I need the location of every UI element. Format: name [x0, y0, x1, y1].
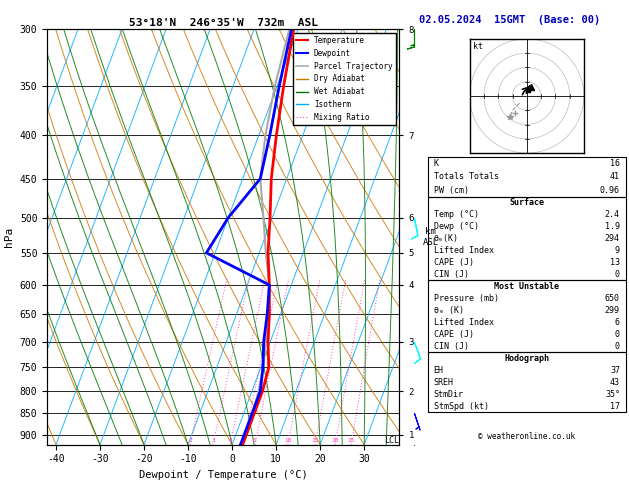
Bar: [428, 352, 626, 413]
Text: 294: 294: [605, 234, 620, 243]
Text: Temp (°C): Temp (°C): [433, 210, 479, 219]
Text: kt: kt: [473, 42, 483, 52]
X-axis label: Dewpoint / Temperature (°C): Dewpoint / Temperature (°C): [139, 470, 308, 480]
Text: LCL: LCL: [384, 435, 399, 445]
Text: 5: 5: [242, 438, 245, 443]
Text: 13: 13: [610, 258, 620, 267]
Text: 0.96: 0.96: [600, 186, 620, 194]
Bar: [428, 197, 626, 280]
Text: Dewp (°C): Dewp (°C): [433, 222, 479, 231]
Text: 17: 17: [610, 402, 620, 411]
Text: Surface: Surface: [509, 198, 544, 207]
Text: 0: 0: [615, 342, 620, 350]
Text: 25: 25: [347, 438, 355, 443]
Title: 53°18'N  246°35'W  732m  ASL: 53°18'N 246°35'W 732m ASL: [129, 18, 318, 28]
Text: SREH: SREH: [433, 378, 454, 387]
Text: 6: 6: [615, 318, 620, 327]
Text: CIN (J): CIN (J): [433, 342, 469, 350]
Text: 35°: 35°: [605, 390, 620, 399]
Text: 4: 4: [228, 438, 232, 443]
Text: 0: 0: [615, 330, 620, 339]
Text: StmSpd (kt): StmSpd (kt): [433, 402, 489, 411]
Text: EH: EH: [433, 365, 443, 375]
Text: 3: 3: [211, 438, 215, 443]
Text: Lifted Index: Lifted Index: [433, 318, 494, 327]
Text: 2: 2: [188, 438, 192, 443]
Text: 1.9: 1.9: [605, 222, 620, 231]
Legend: Temperature, Dewpoint, Parcel Trajectory, Dry Adiabat, Wet Adiabat, Isotherm, Mi: Temperature, Dewpoint, Parcel Trajectory…: [293, 33, 396, 125]
Text: θₑ(K): θₑ(K): [433, 234, 459, 243]
Text: 20: 20: [331, 438, 339, 443]
Text: K: K: [433, 159, 438, 168]
Text: Hodograph: Hodograph: [504, 354, 549, 363]
Bar: [428, 157, 626, 197]
Text: 0: 0: [615, 270, 620, 279]
Text: θₑ (K): θₑ (K): [433, 306, 464, 315]
Text: 41: 41: [610, 173, 620, 181]
Text: PW (cm): PW (cm): [433, 186, 469, 194]
Text: Most Unstable: Most Unstable: [494, 282, 559, 291]
Text: © weatheronline.co.uk: © weatheronline.co.uk: [478, 432, 576, 440]
Text: 6: 6: [253, 438, 257, 443]
Text: 9: 9: [615, 246, 620, 255]
Text: CAPE (J): CAPE (J): [433, 330, 474, 339]
Text: 299: 299: [605, 306, 620, 315]
Y-axis label: km
ASL: km ASL: [423, 227, 438, 246]
Text: Lifted Index: Lifted Index: [433, 246, 494, 255]
Text: 37: 37: [610, 365, 620, 375]
Text: StmDir: StmDir: [433, 390, 464, 399]
Text: CIN (J): CIN (J): [433, 270, 469, 279]
Text: 15: 15: [311, 438, 319, 443]
Text: Totals Totals: Totals Totals: [433, 173, 499, 181]
Text: 650: 650: [605, 294, 620, 303]
Text: Pressure (mb): Pressure (mb): [433, 294, 499, 303]
Text: 02.05.2024  15GMT  (Base: 00): 02.05.2024 15GMT (Base: 00): [419, 15, 600, 25]
Text: 2.4: 2.4: [605, 210, 620, 219]
Text: CAPE (J): CAPE (J): [433, 258, 474, 267]
Y-axis label: hPa: hPa: [4, 227, 14, 247]
Bar: [428, 280, 626, 352]
Text: 10: 10: [284, 438, 292, 443]
Text: 43: 43: [610, 378, 620, 387]
Text: 16: 16: [610, 159, 620, 168]
